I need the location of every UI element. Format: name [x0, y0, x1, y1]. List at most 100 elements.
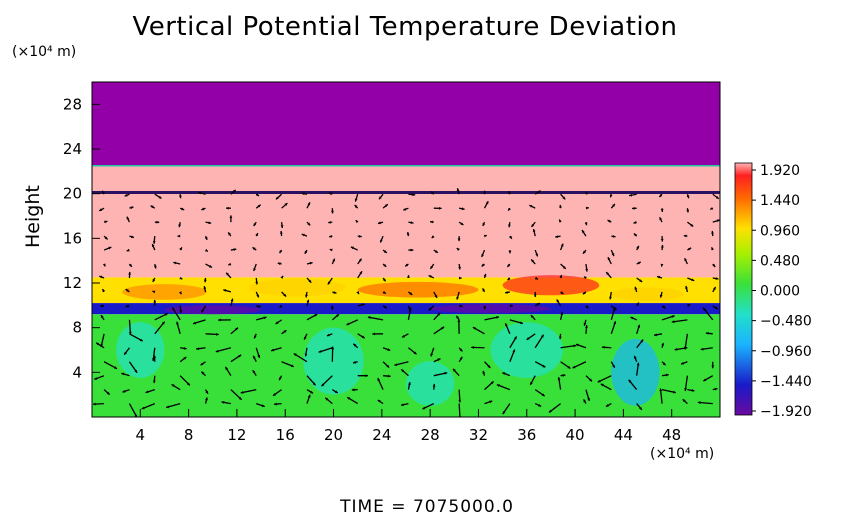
wind-vector	[205, 263, 213, 269]
wind-vector	[496, 384, 511, 391]
wind-vector	[256, 304, 261, 308]
colorbar-tick-label: 0.960	[760, 223, 800, 239]
wind-vector	[152, 290, 156, 294]
wind-vector	[559, 311, 564, 320]
wind-vector	[128, 319, 132, 335]
wind-vector	[103, 389, 111, 396]
wind-vector	[581, 229, 587, 237]
wind-vector	[633, 221, 637, 224]
wind-vector	[230, 354, 242, 363]
wind-vector	[331, 389, 339, 394]
wind-vector	[484, 400, 493, 405]
wind-vector	[230, 327, 239, 335]
wind-vector	[382, 305, 388, 309]
wind-vector	[585, 263, 589, 272]
wind-vector	[560, 361, 571, 370]
wind-vector	[483, 273, 487, 279]
wind-vector	[456, 291, 460, 300]
wind-vector	[221, 400, 231, 405]
wind-vector	[429, 263, 435, 270]
wind-vector	[506, 263, 511, 268]
heatmap-blob-10	[611, 338, 660, 406]
wind-vector	[179, 356, 187, 363]
wind-vector	[255, 193, 260, 197]
wind-vector	[306, 277, 312, 284]
wind-vector	[351, 388, 358, 392]
wind-vector	[585, 305, 589, 309]
wind-vector	[218, 318, 231, 322]
wind-vector	[572, 361, 587, 369]
wind-vector	[403, 207, 409, 211]
wind-vector	[99, 275, 105, 279]
wind-vector	[377, 377, 384, 390]
wind-vector	[367, 316, 384, 321]
wind-vector	[303, 333, 308, 341]
wind-vector	[533, 291, 537, 298]
wind-vector	[382, 263, 387, 268]
wind-vector	[712, 286, 717, 293]
wind-vector	[534, 403, 542, 408]
wind-vector	[101, 288, 106, 293]
wind-vector	[196, 347, 206, 351]
wind-vector	[658, 193, 663, 198]
wind-vector	[275, 193, 283, 200]
wind-vector	[215, 347, 232, 353]
wind-vector	[481, 249, 486, 258]
wind-vector	[560, 291, 564, 295]
heatmap-blob-9	[490, 322, 563, 378]
heatmap-blob-2	[357, 281, 479, 298]
wind-vector	[255, 232, 259, 237]
wind-vector	[154, 321, 166, 335]
wind-vector	[459, 304, 463, 308]
wind-vector	[526, 333, 536, 341]
wind-vector	[129, 235, 135, 239]
wind-vector	[230, 389, 243, 401]
wind-vector	[123, 347, 130, 356]
wind-vector	[611, 234, 616, 238]
colorbar-tick-label: 0.480	[760, 253, 800, 269]
chart-title: Vertical Potential Temperature Deviation	[132, 12, 678, 42]
wind-vector	[408, 193, 416, 197]
wind-vector	[255, 291, 260, 298]
x-tick-label: 20	[324, 426, 343, 444]
wind-vector	[452, 368, 460, 377]
wind-vector	[534, 276, 539, 280]
wind-vector	[198, 191, 206, 195]
wind-vector	[433, 371, 448, 377]
wind-vector	[457, 319, 461, 334]
heatmap-layer-1	[92, 165, 720, 278]
colorbar-tick-label: 1.440	[760, 193, 800, 209]
wind-vector	[584, 191, 588, 195]
wind-vector	[712, 387, 718, 391]
wind-vector	[281, 202, 288, 209]
wind-vector	[482, 370, 486, 376]
wind-vector	[100, 333, 105, 348]
wind-vector	[204, 397, 208, 404]
y-axis-ticks: 4 8 12 16 20 24 28	[63, 95, 100, 381]
wind-vector	[507, 190, 511, 195]
wind-vector	[560, 373, 566, 377]
wind-vector	[684, 375, 689, 392]
wind-vector	[433, 206, 442, 210]
wind-vector	[700, 347, 713, 351]
wind-vector	[471, 345, 485, 349]
wind-vector	[179, 276, 183, 280]
wind-vector	[636, 324, 641, 335]
wind-vector	[458, 276, 462, 280]
x-tick-label: 12	[227, 426, 246, 444]
wind-vector	[712, 263, 716, 268]
wind-vector	[482, 221, 486, 227]
wind-vector	[204, 235, 208, 241]
wind-vector	[457, 236, 461, 242]
wind-vector	[456, 247, 460, 251]
wind-vector	[557, 376, 562, 390]
wind-vector	[177, 234, 181, 238]
wind-vector	[609, 194, 613, 198]
wind-vector	[502, 372, 511, 377]
wind-vector	[530, 314, 536, 321]
wind-vector	[633, 232, 638, 237]
wind-vector	[481, 263, 485, 267]
wind-vector	[252, 355, 257, 363]
wind-vector	[407, 305, 411, 313]
wind-vector	[178, 222, 182, 228]
